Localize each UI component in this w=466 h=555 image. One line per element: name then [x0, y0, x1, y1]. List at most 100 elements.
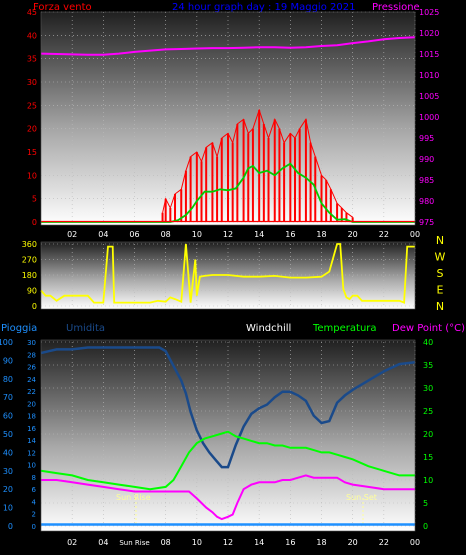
wind-axis-title: Forza vento — [33, 2, 92, 13]
rain-tick-label: 30 — [3, 467, 13, 476]
legend-windchill: Windchill — [246, 323, 291, 334]
wind-x-tick-label: 12 — [223, 230, 233, 239]
humidity-tick-label: 30 — [27, 339, 36, 347]
rain-tick-label: 80 — [3, 375, 13, 384]
temp-x-tick-label: 04 — [98, 538, 108, 547]
temp-tick-label: 30 — [423, 384, 433, 393]
temp-tick-label: 0 — [423, 522, 428, 531]
rain-tick-label: 20 — [3, 485, 13, 494]
temp-x-tick-label: 02 — [67, 538, 77, 547]
pressure-tick-label: 995 — [419, 134, 434, 143]
pressure-tick-label: 985 — [419, 176, 434, 185]
graph-title: 24 hour graph day : 19 Maggio 2021 — [172, 2, 355, 13]
sun-rise-label: Sun Rise — [116, 493, 151, 502]
temp-x-tick-label: 12 — [223, 538, 233, 547]
temp-tick-label: 20 — [423, 430, 433, 439]
wind-x-tick-label: 10 — [192, 230, 202, 239]
legend-rain: Pioggia — [1, 323, 37, 334]
temp-x-tick-label: 00 — [410, 538, 420, 547]
temp-x-tick-label: 10 — [192, 538, 202, 547]
wind-x-tick-label: 16 — [285, 230, 295, 239]
wind-avg-line — [41, 162, 415, 223]
direction-compass-label: N — [436, 234, 444, 247]
rain-tick-label: 70 — [3, 393, 13, 402]
wind-gust-line — [162, 108, 353, 218]
pressure-tick-label: 990 — [419, 155, 434, 164]
wind-tick-label: 35 — [27, 55, 37, 64]
wind-tick-label: 30 — [27, 78, 37, 87]
temp-tick-label: 35 — [423, 361, 433, 370]
direction-tick-label: 0 — [32, 302, 37, 311]
humidity-tick-label: 0 — [32, 523, 36, 531]
temperature-plot-area — [41, 340, 415, 531]
rain-tick-label: 10 — [3, 504, 13, 513]
pressure-line — [40, 36, 416, 56]
direction-line — [40, 243, 415, 304]
rain-tick-label: 90 — [3, 356, 13, 365]
temp-tick-label: 40 — [423, 338, 433, 347]
humidity-tick-label: 18 — [27, 413, 36, 421]
direction-tick-label: 270 — [22, 256, 37, 265]
wind-x-tick-label: 00 — [410, 230, 420, 239]
wind-tick-label: 40 — [27, 31, 37, 40]
rain-tick-label: 50 — [3, 430, 13, 439]
pressure-tick-label: 975 — [419, 218, 434, 227]
pressure-tick-label: 1005 — [419, 92, 439, 101]
temp-tick-label: 25 — [423, 407, 433, 416]
rain-tick-label: 40 — [3, 448, 13, 457]
rain-tick-label: 0 — [8, 522, 13, 531]
temperature-line — [40, 430, 415, 491]
temp-x-tick-label: 18 — [316, 538, 326, 547]
legend-humidity: Umidita — [66, 323, 105, 334]
wind-x-tick-label: 08 — [161, 230, 171, 239]
sun-set-label: Sun Set — [346, 493, 377, 502]
temp-tick-label: 10 — [423, 476, 433, 485]
pressure-tick-label: 1015 — [419, 50, 439, 59]
wind-tick-label: 15 — [27, 148, 37, 157]
wind-x-tick-label: 14 — [254, 230, 264, 239]
panel-border — [40, 241, 416, 310]
direction-compass-label: S — [437, 267, 444, 280]
direction-compass-label: N — [436, 300, 444, 313]
humidity-tick-label: 10 — [27, 462, 36, 470]
pressure-tick-label: 1025 — [419, 8, 439, 17]
humidity-line — [40, 346, 416, 469]
humidity-tick-label: 22 — [27, 388, 36, 396]
humidity-tick-label: 24 — [27, 376, 36, 384]
temp-x-tick-label: 22 — [379, 538, 389, 547]
temp-tick-label: 15 — [423, 453, 433, 462]
pressure-tick-label: 1010 — [419, 71, 439, 80]
direction-tick-label: 360 — [22, 240, 37, 249]
temp-x-tick-label: 08 — [161, 538, 171, 547]
humidity-tick-label: 12 — [27, 449, 36, 457]
legend-temperature: Temperatura — [312, 323, 377, 334]
wind-tick-label: 5 — [32, 195, 37, 204]
wind-tick-label: 10 — [27, 171, 37, 180]
wind-tick-label: 25 — [27, 101, 37, 110]
humidity-tick-label: 6 — [32, 486, 37, 494]
direction-tick-label: 180 — [22, 271, 37, 280]
temp-x-tick-label: 16 — [285, 538, 295, 547]
temp-x-tick-label: 14 — [254, 538, 264, 547]
pressure-tick-label: 1020 — [419, 29, 439, 38]
humidity-tick-label: 14 — [27, 437, 36, 445]
humidity-tick-label: 16 — [27, 425, 36, 433]
wind-x-tick-label: 18 — [316, 230, 326, 239]
temp-tick-label: 5 — [423, 499, 428, 508]
direction-tick-label: 90 — [27, 287, 37, 296]
rain-tick-label: 100 — [0, 338, 13, 347]
panel-border — [40, 339, 416, 532]
temp-x-tick-label: 20 — [348, 538, 358, 547]
humidity-tick-label: 20 — [27, 400, 36, 408]
pressure-tick-label: 980 — [419, 197, 434, 206]
humidity-tick-label: 26 — [27, 364, 36, 372]
wind-x-tick-label: 20 — [348, 230, 358, 239]
wind-x-tick-label: 02 — [67, 230, 77, 239]
temp-x-tick-label: Sun Rise — [119, 539, 149, 547]
legend-dewpoint: Dew Point (°C) — [392, 323, 465, 334]
wind-x-tick-label: 22 — [379, 230, 389, 239]
rain-tick-label: 60 — [3, 412, 13, 421]
wind-x-tick-label: 06 — [129, 230, 139, 239]
direction-compass-label: E — [437, 284, 444, 297]
